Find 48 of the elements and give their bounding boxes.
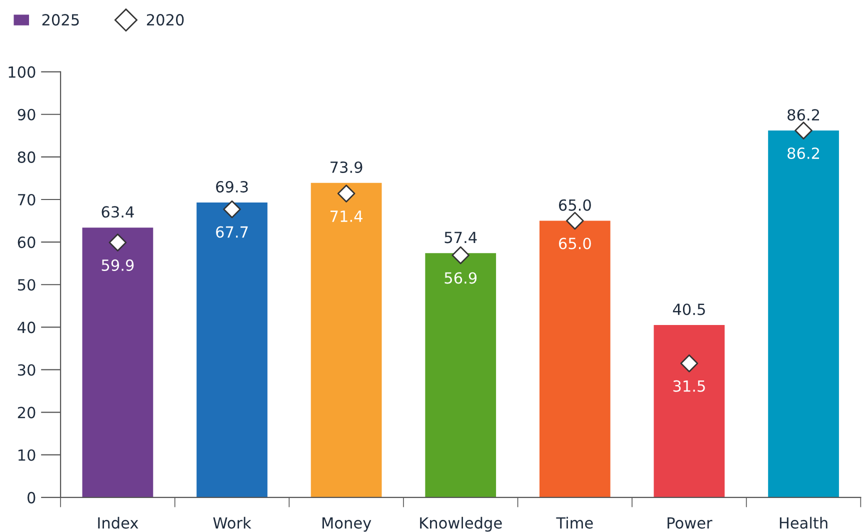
y-tick-label: 50 bbox=[18, 279, 36, 291]
y-tick-label: 0 bbox=[28, 492, 36, 504]
data-label: 71.4 bbox=[330, 210, 362, 222]
bar bbox=[539, 220, 610, 498]
bar bbox=[654, 325, 725, 498]
data-label: 67.7 bbox=[216, 226, 248, 238]
data-label: 31.5 bbox=[673, 380, 705, 392]
data-label: 59.9 bbox=[102, 259, 134, 271]
data-label: 65.0 bbox=[558, 238, 591, 250]
y-tick-label: 80 bbox=[18, 151, 36, 163]
legend-label: 2020 bbox=[146, 14, 184, 26]
x-tick-label: Time bbox=[556, 516, 593, 529]
point bbox=[223, 200, 241, 218]
point bbox=[452, 246, 470, 264]
y-tick-label: 40 bbox=[18, 322, 36, 334]
y-tick-label: 60 bbox=[18, 236, 36, 248]
y-tick-label: 10 bbox=[18, 449, 36, 461]
point bbox=[680, 354, 698, 372]
y-tick-label: 20 bbox=[18, 406, 36, 418]
point bbox=[337, 184, 356, 202]
point bbox=[794, 122, 812, 140]
bar bbox=[768, 130, 839, 498]
x-tick-label: Index bbox=[98, 516, 138, 529]
y-tick-label: 30 bbox=[18, 364, 36, 376]
data-label: 57.4 bbox=[444, 232, 477, 244]
bar bbox=[196, 202, 268, 498]
bar bbox=[425, 253, 496, 498]
data-label: 73.9 bbox=[330, 161, 362, 173]
bar bbox=[310, 182, 382, 498]
data-label: 63.4 bbox=[102, 206, 134, 218]
point bbox=[566, 212, 584, 230]
data-label: 86.2 bbox=[788, 109, 819, 121]
data-label: 40.5 bbox=[672, 304, 705, 316]
data-label: 65.0 bbox=[558, 199, 591, 211]
x-tick-label: Knowledge bbox=[420, 516, 502, 532]
x-tick-label: Money bbox=[322, 517, 372, 532]
y-tick-label: 70 bbox=[18, 194, 36, 206]
data-label: 69.3 bbox=[216, 181, 248, 193]
y-tick-label: 90 bbox=[18, 108, 36, 120]
x-tick-label: Power bbox=[668, 517, 712, 529]
data-label: 56.9 bbox=[444, 272, 477, 284]
x-tick-label: Health bbox=[780, 516, 828, 529]
x-tick-label: Work bbox=[213, 516, 252, 529]
point bbox=[108, 234, 127, 252]
y-tick-label: 100 bbox=[8, 66, 36, 78]
bar bbox=[82, 228, 154, 498]
legend-label: 2025 bbox=[42, 14, 79, 26]
data-label: 86.2 bbox=[788, 147, 819, 160]
